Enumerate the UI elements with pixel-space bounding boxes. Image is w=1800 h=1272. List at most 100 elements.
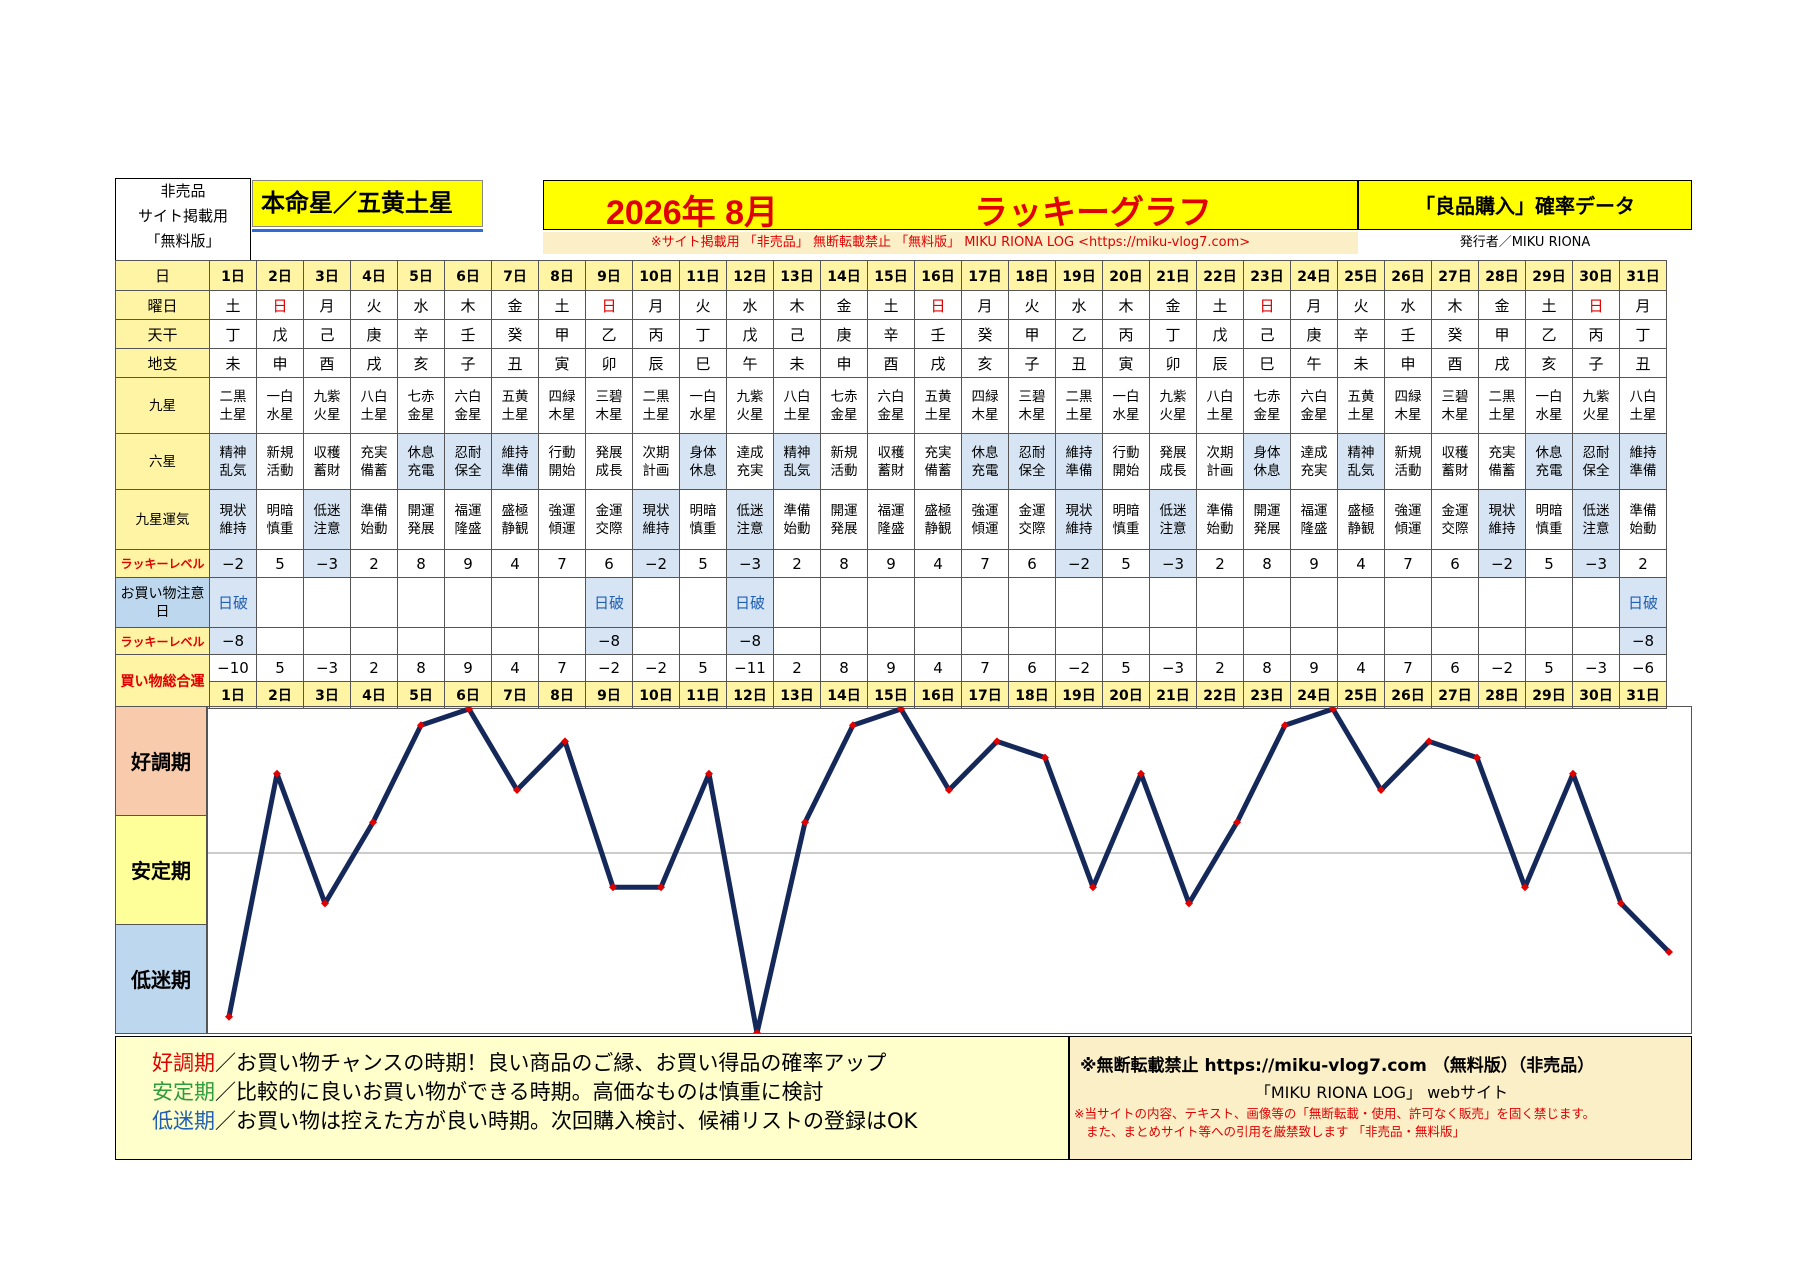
kan-cell: 庚 (820, 319, 868, 349)
row-label-caution: お買い物注意日 (115, 577, 210, 628)
cell-line: 木星 (971, 406, 999, 423)
cell-line: 維持 (1065, 444, 1093, 461)
rokusei-cell: 忍耐 保全 (1008, 433, 1056, 490)
cell-line: 休息 (1253, 462, 1281, 479)
lucky-level-cell: 8 (1243, 549, 1291, 578)
cell-line: 福運 (877, 502, 905, 519)
unki-cell: 福運 隆盛 (867, 489, 915, 550)
total-cell: 8 (1243, 654, 1291, 682)
kan-cell: 甲 (1478, 319, 1526, 349)
unki-cell: 福運 隆盛 (444, 489, 492, 550)
cell-line: 火星 (1159, 406, 1187, 423)
kan-cell: 癸 (491, 319, 539, 349)
lucky2-cell (1478, 627, 1526, 655)
total-cell: 2 (350, 654, 398, 682)
cell-line: 明暗 (1112, 502, 1140, 519)
cell-line: 静観 (924, 520, 952, 537)
legend-box: 好調期／お買い物チャンスの時期！良い商品のご縁、お買い得品の確率アップ 安定期／… (115, 1036, 1069, 1160)
kan-cell: 丙 (1102, 319, 1150, 349)
kan-cell: 戊 (726, 319, 774, 349)
cell-line: 土星 (924, 406, 952, 423)
rokusei-cell: 行動 開始 (538, 433, 586, 490)
weekday-cell: 土 (1525, 290, 1573, 320)
unki-cell: 明暗 慎重 (256, 489, 304, 550)
cell-line: 達成 (736, 444, 764, 461)
lucky2-cell (538, 627, 586, 655)
data-point (1281, 721, 1289, 730)
day-cell-bottom: 18日 (1008, 681, 1056, 709)
data-point (849, 721, 857, 730)
kan-cell: 辛 (867, 319, 915, 349)
lucky-level-cell: 8 (397, 549, 445, 578)
kyusei-cell: 二黒 土星 (209, 377, 257, 434)
kan-cell: 癸 (961, 319, 1009, 349)
total-cell: −11 (726, 654, 774, 682)
shi-cell: 申 (1384, 348, 1432, 378)
lucky2-cell (773, 627, 821, 655)
rokusei-cell: 忍耐 保全 (444, 433, 492, 490)
lucky2-cell (1055, 627, 1103, 655)
cell-line: 金星 (407, 406, 435, 423)
cell-line: 身体 (1253, 444, 1281, 461)
caution-cell (1572, 577, 1620, 628)
legend-stable-key: 安定期 (152, 1080, 215, 1104)
data-point (1473, 753, 1481, 762)
weekday-cell: 金 (820, 290, 868, 320)
kyusei-cell: 六白 金星 (867, 377, 915, 434)
cell-line: 休息 (689, 462, 717, 479)
caution-cell (1384, 577, 1432, 628)
kyusei-cell: 九紫 火星 (1572, 377, 1620, 434)
lucky2-cell (491, 627, 539, 655)
data-point (1233, 818, 1241, 827)
kan-cell: 己 (303, 319, 351, 349)
rokusei-cell: 発展 成長 (1149, 433, 1197, 490)
cell-line: 準備 (783, 502, 811, 519)
kan-cell: 乙 (585, 319, 633, 349)
unki-cell: 明暗 慎重 (1525, 489, 1573, 550)
kyusei-cell: 五黄 土星 (491, 377, 539, 434)
cell-line: 盛極 (924, 502, 952, 519)
row-label-kyusei: 九星 (115, 377, 210, 434)
kyusei-cell: 八白 土星 (1619, 377, 1667, 434)
data-point (1617, 899, 1625, 908)
cell-line: 乱気 (219, 462, 247, 479)
cell-line: 維持 (501, 444, 529, 461)
unki-cell: 強運 傾運 (961, 489, 1009, 550)
phase-good: 好調期 (115, 706, 207, 816)
day-cell-bottom: 3日 (303, 681, 351, 709)
cell-line: 土星 (1065, 406, 1093, 423)
cell-line: 五黄 (501, 388, 529, 405)
caution-cell (867, 577, 915, 628)
day-cell: 10日 (632, 260, 680, 291)
cell-line: 火星 (736, 406, 764, 423)
lucky2-cell (820, 627, 868, 655)
lucky-level-cell: 5 (256, 549, 304, 578)
unki-cell: 明暗 慎重 (679, 489, 727, 550)
legend-good-text: ／お買い物チャンスの時期！良い商品のご縁、お買い得品の確率アップ (215, 1051, 887, 1075)
cell-line: 活動 (266, 462, 294, 479)
lucky2-cell (303, 627, 351, 655)
cell-line: 九紫 (1582, 388, 1610, 405)
cell-line: 精神 (1347, 444, 1375, 461)
kan-cell: 癸 (1431, 319, 1479, 349)
data-point (897, 707, 905, 713)
not-for-sale-line: 「無料版」 (145, 232, 221, 250)
unki-cell: 準備 始動 (1619, 489, 1667, 550)
luck-line-chart (207, 706, 1692, 1034)
cell-line: 一白 (1112, 388, 1140, 405)
total-cell: 5 (679, 654, 727, 682)
cell-line: 強運 (971, 502, 999, 519)
cell-line: 金運 (1018, 502, 1046, 519)
rokusei-cell: 休息 充電 (397, 433, 445, 490)
cell-line: 慎重 (689, 520, 717, 537)
cell-line: 注意 (313, 520, 341, 537)
rokusei-cell: 収穫 蓄財 (867, 433, 915, 490)
total-cell: 7 (961, 654, 1009, 682)
kyusei-cell: 二黒 土星 (1055, 377, 1103, 434)
total-cell: 6 (1431, 654, 1479, 682)
publisher-line: 発行者／MIKU RIONA (1459, 235, 1591, 250)
cell-line: 五黄 (924, 388, 952, 405)
caution-row: お買い物注意日 日破 日破 日破 日破 (115, 577, 1667, 628)
row-label-total: 買い物総合運 (115, 654, 210, 709)
cell-line: 準備 (501, 462, 529, 479)
